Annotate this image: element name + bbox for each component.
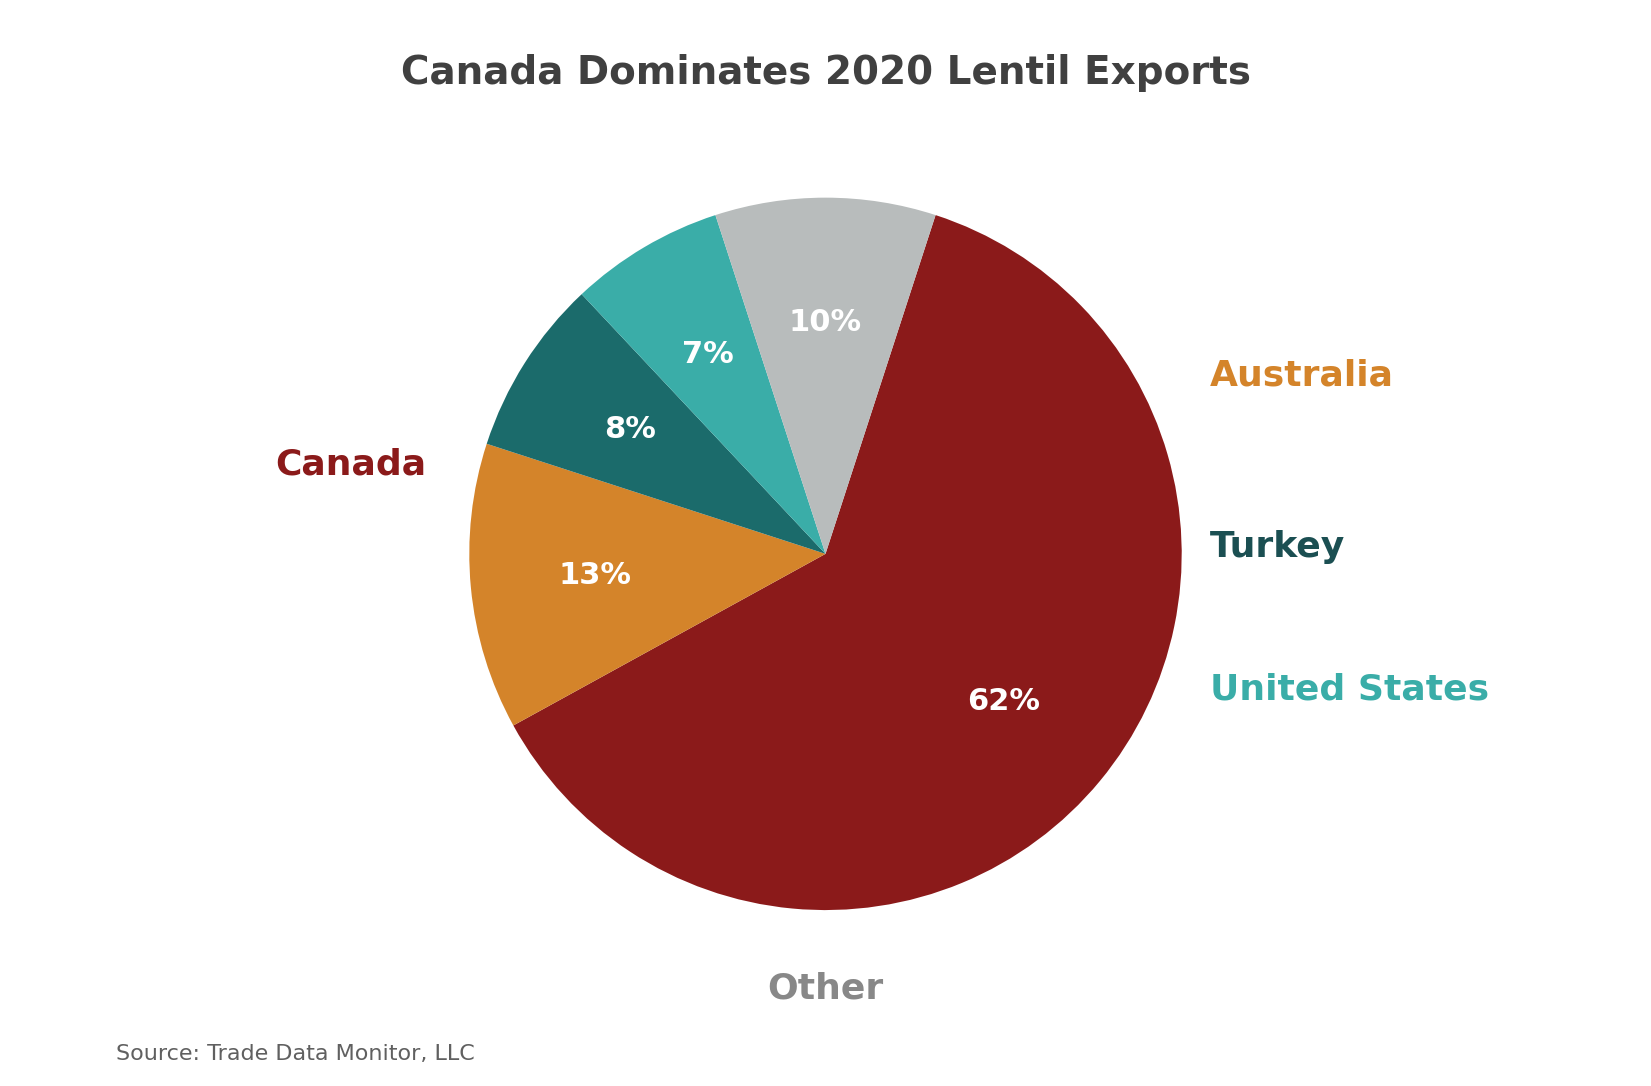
Text: 8%: 8%	[604, 415, 655, 444]
Text: Turkey: Turkey	[1210, 530, 1346, 564]
Wedge shape	[469, 444, 826, 725]
Wedge shape	[487, 294, 826, 554]
Text: Other: Other	[768, 972, 883, 1006]
Text: 13%: 13%	[558, 561, 631, 590]
Text: United States: United States	[1210, 672, 1489, 706]
Text: Canada: Canada	[276, 447, 426, 482]
Wedge shape	[513, 215, 1182, 910]
Text: Canada Dominates 2020 Lentil Exports: Canada Dominates 2020 Lentil Exports	[401, 54, 1250, 92]
Wedge shape	[715, 198, 936, 554]
Text: Source: Trade Data Monitor, LLC: Source: Trade Data Monitor, LLC	[116, 1045, 474, 1064]
Text: 7%: 7%	[682, 340, 733, 369]
Text: 62%: 62%	[967, 687, 1040, 716]
Text: 10%: 10%	[789, 307, 862, 337]
Text: Australia: Australia	[1210, 358, 1393, 393]
Wedge shape	[581, 215, 826, 554]
